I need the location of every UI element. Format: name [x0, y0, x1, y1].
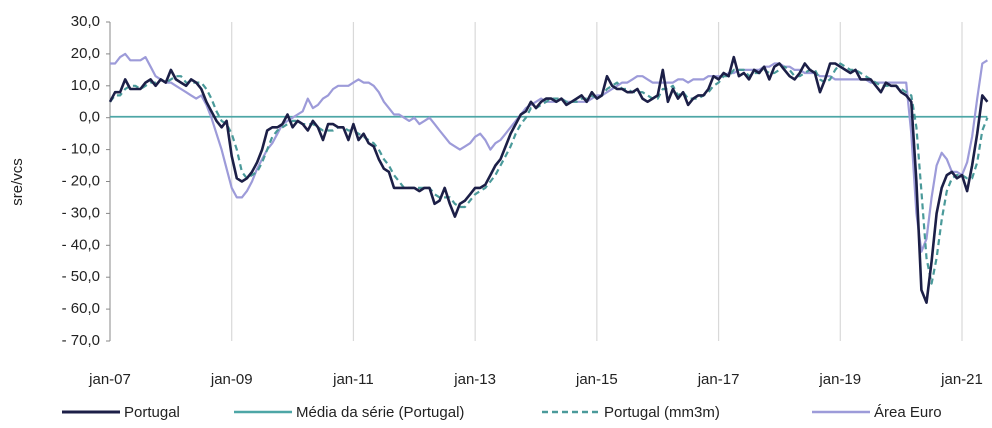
y-tick-label: - 30,0 — [62, 204, 100, 221]
y-tick-label: 30,0 — [71, 13, 100, 30]
x-tick-label: jan-07 — [88, 371, 131, 388]
series-line — [108, 55, 989, 304]
y-axis-title: sre/vcs — [9, 158, 26, 206]
series-line — [109, 62, 989, 285]
y-tick-label: - 70,0 — [62, 332, 100, 349]
x-tick-label: jan-09 — [210, 371, 253, 388]
x-tick-label: jan-13 — [453, 371, 496, 388]
y-tick-label: - 60,0 — [62, 300, 100, 317]
x-tick-label: jan-11 — [332, 371, 374, 388]
y-tick-label: - 10,0 — [62, 141, 100, 158]
legend-label: Portugal (mm3m) — [604, 404, 720, 421]
x-tick-label: jan-21 — [940, 371, 983, 388]
legend-label: Média da série (Portugal) — [296, 404, 464, 421]
legend-label: Portugal — [124, 404, 180, 421]
y-tick-label: 20,0 — [71, 45, 100, 62]
x-tick-label: jan-15 — [575, 371, 618, 388]
y-tick-label: - 50,0 — [62, 268, 100, 285]
y-tick-label: - 40,0 — [62, 236, 100, 253]
y-tick-label: 10,0 — [71, 77, 100, 94]
legend-label: Área Euro — [874, 404, 942, 421]
x-tick-label: jan-19 — [818, 371, 861, 388]
x-tick-label: jan-17 — [697, 371, 740, 388]
series-line — [110, 52, 988, 253]
y-tick-label: - 20,0 — [62, 172, 100, 189]
y-tick-label: 0,0 — [79, 109, 100, 126]
